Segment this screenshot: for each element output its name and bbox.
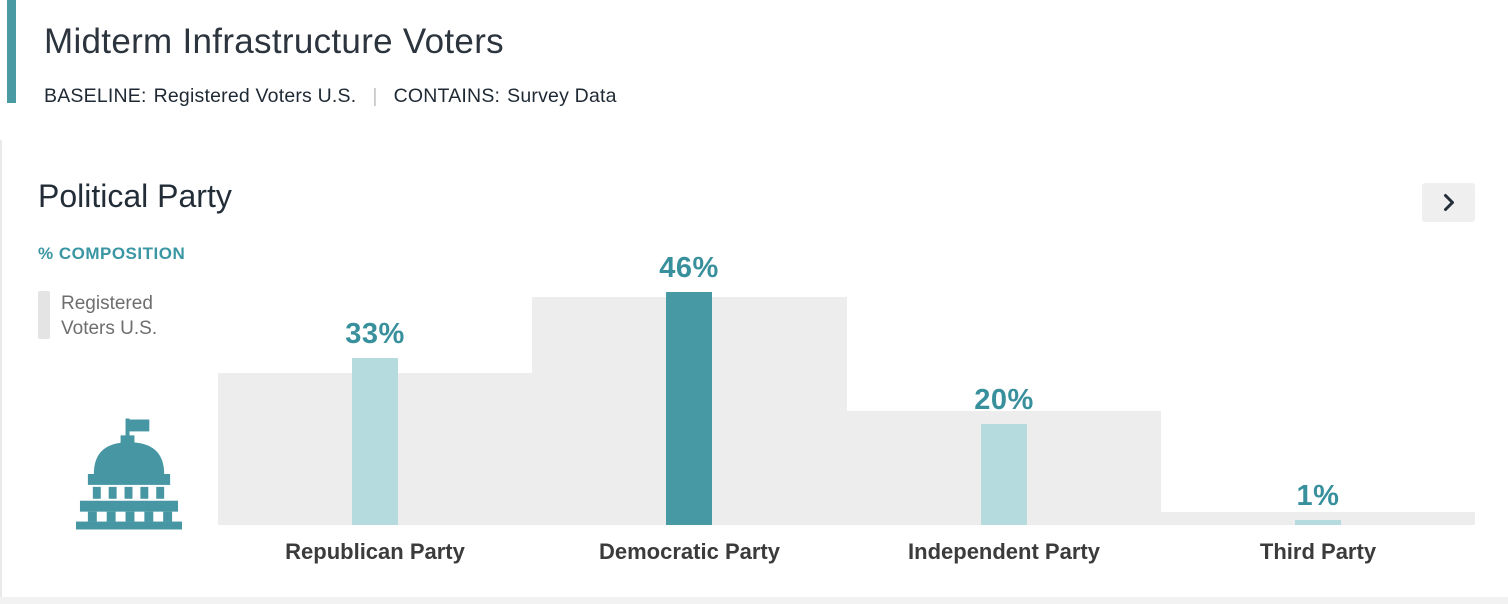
category-label: Third Party — [1259, 539, 1377, 564]
chart-column: 33% — [218, 250, 532, 525]
baseline-value: Registered Voters U.S. — [153, 85, 357, 107]
bar-chart: 33% 46% 20% 1% — [218, 250, 1475, 525]
baseline-label: BASELINE: — [44, 85, 147, 107]
survey-bar[interactable] — [1295, 520, 1341, 525]
axis-label: % COMPOSITION — [38, 244, 186, 263]
accent-bar — [7, 0, 16, 103]
category-label: Democratic Party — [599, 539, 780, 564]
legend-swatch — [38, 291, 50, 339]
value-label: 46% — [659, 252, 719, 284]
survey-bar[interactable] — [666, 292, 712, 525]
chart-column: 1% — [1161, 250, 1475, 525]
page-title: Midterm Infrastructure Voters — [44, 22, 504, 61]
category-labels: Republican Party Democratic Party Independ… — [218, 539, 1475, 571]
section-title: Political Party — [38, 178, 232, 214]
next-section-button[interactable] — [1422, 183, 1475, 222]
left-border — [0, 140, 2, 597]
chart-column: 20% — [847, 250, 1161, 525]
category-label: Republican Party — [285, 539, 465, 564]
survey-bar[interactable] — [981, 424, 1027, 525]
value-label: 1% — [1296, 480, 1340, 512]
baseline-bar — [1161, 512, 1475, 525]
contains-label: CONTAINS: — [393, 85, 501, 107]
value-label: 20% — [974, 384, 1034, 416]
legend: Registered Voters U.S. — [38, 291, 193, 341]
dataset-info: BASELINE: Registered Voters U.S. | CONTAINS… — [44, 85, 617, 108]
chart-column: 46% — [532, 250, 847, 525]
value-label: 33% — [345, 318, 405, 350]
category-label: Independent Party — [908, 539, 1100, 564]
horizontal-scrollbar-track[interactable] — [0, 597, 1508, 604]
legend-label: Registered Voters U.S. — [61, 293, 158, 339]
divider: | — [372, 85, 378, 107]
survey-bar[interactable] — [352, 358, 398, 525]
capitol-building-icon — [76, 418, 182, 530]
chevron-right-icon — [1443, 194, 1454, 211]
contains-value: Survey Data — [507, 85, 617, 107]
